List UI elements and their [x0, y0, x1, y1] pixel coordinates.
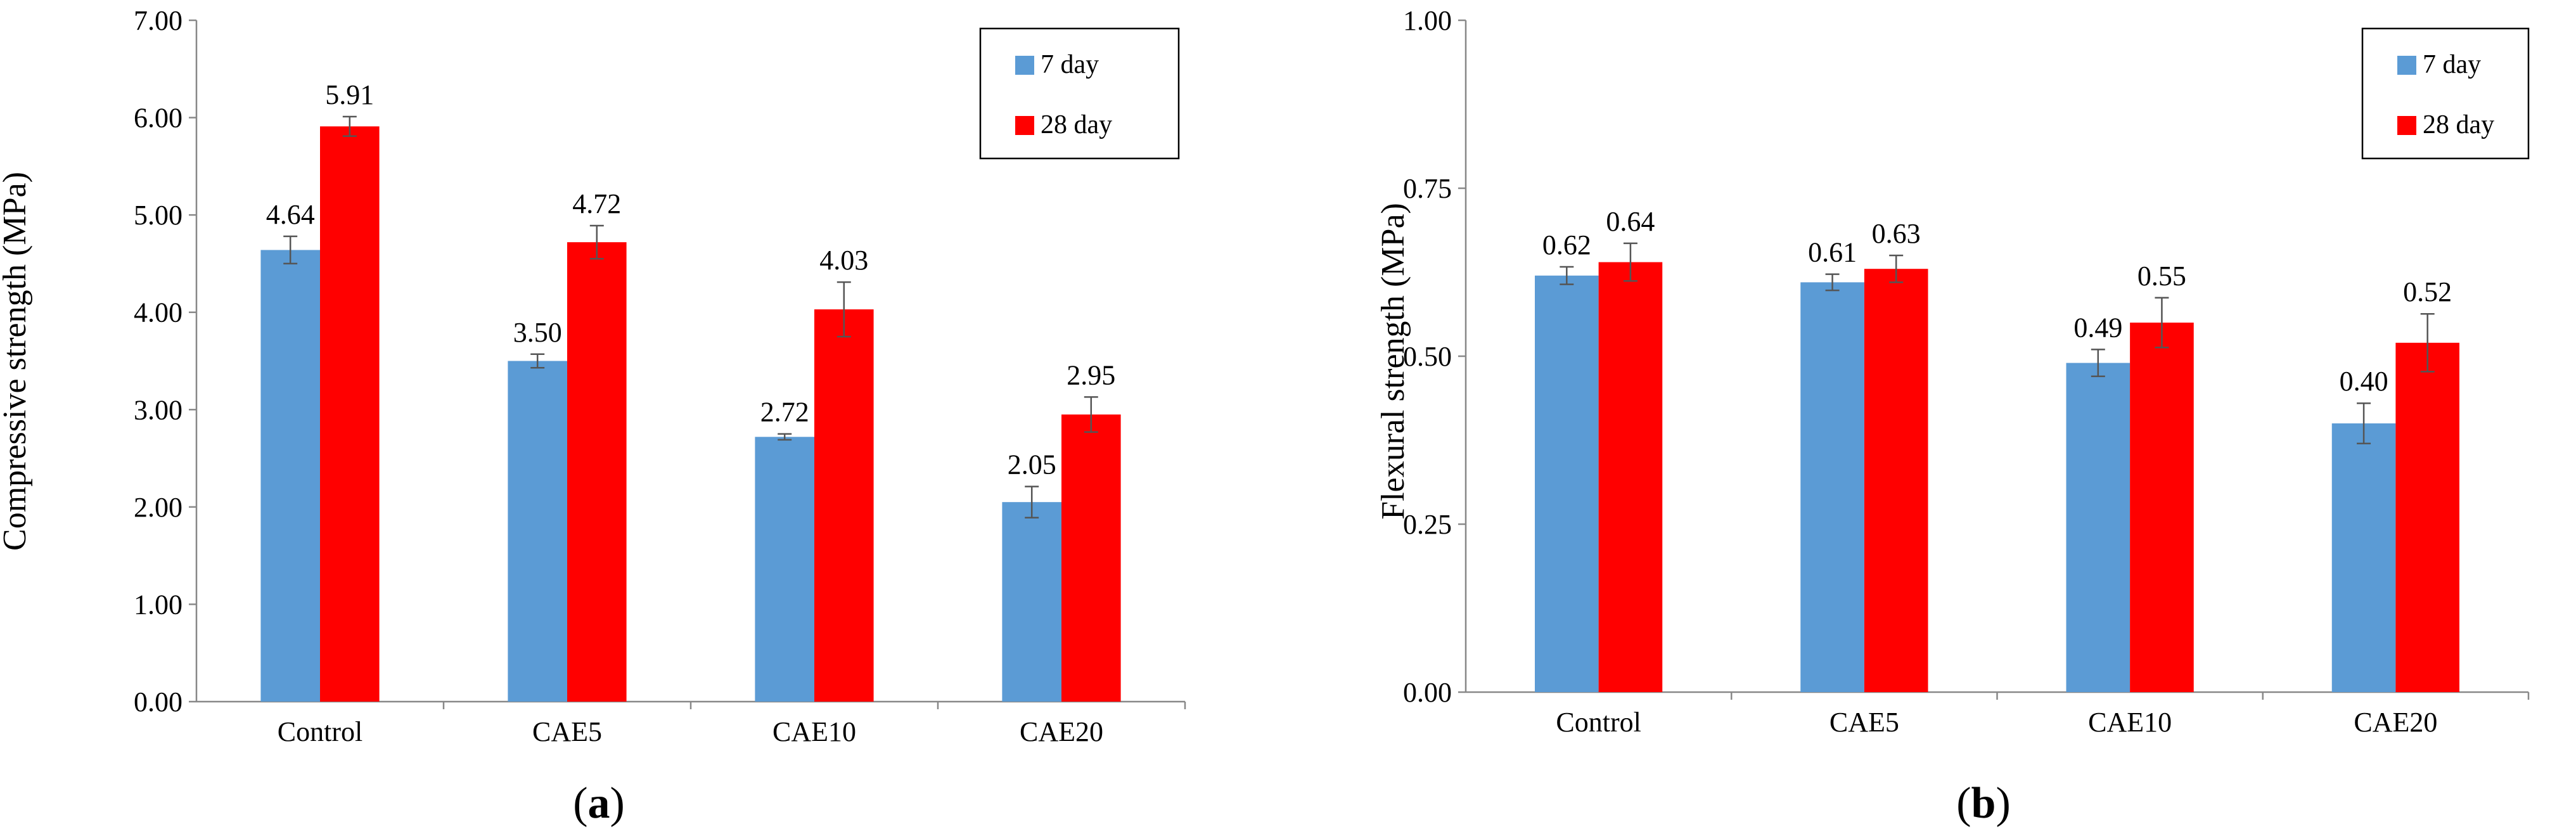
y-tick-label: 3.00	[134, 394, 183, 425]
bar-7-day-cae5	[1800, 282, 1864, 692]
bar-28-day-cae5	[1864, 269, 1928, 692]
data-label: 2.95	[1067, 359, 1115, 390]
bar-28-day-cae5	[567, 242, 627, 702]
x-tick-label: CAE5	[1829, 707, 1899, 738]
legend-label: 7 day	[1041, 50, 1099, 79]
y-tick-label: 5.00	[134, 200, 183, 231]
panel-caption: (b)	[1956, 779, 2011, 828]
legend-swatch-28-day	[2397, 116, 2416, 135]
data-label: 0.52	[2403, 276, 2452, 307]
x-tick-label: CAE20	[1020, 716, 1103, 747]
legend-label: 28 day	[1041, 110, 1112, 139]
y-axis-title: Flexural strength (MPa)	[1375, 203, 1411, 520]
chart-panel-a: 0.00 1.00 2.00 3.00 4.00 5.00 6.00 7.00 Compress…	[0, 5, 1186, 828]
bar-7-day-cae5	[508, 361, 567, 702]
y-tick-label: 2.00	[134, 492, 183, 523]
data-label: 0.62	[1542, 229, 1591, 260]
panel-caption: (a)	[573, 779, 625, 828]
data-label: 0.64	[1606, 206, 1655, 237]
x-tick-label: CAE20	[2354, 707, 2437, 738]
legend-label: 28 day	[2423, 110, 2494, 139]
panel-paren-close: )	[1996, 779, 2010, 828]
bar-7-day-cae20	[2331, 423, 2396, 692]
bar-7-day-control	[1535, 275, 1599, 692]
y-tick-label: 0.00	[1403, 677, 1452, 708]
data-label: 2.72	[760, 397, 809, 428]
data-label: 3.50	[513, 317, 562, 348]
x-tick-label: CAE10	[772, 716, 856, 747]
legend-label: 7 day	[2423, 50, 2481, 79]
bar-28-day-control	[320, 126, 380, 702]
bar-7-day-control	[260, 250, 320, 702]
data-label: 2.05	[1008, 449, 1056, 480]
legend-swatch-7-day	[1015, 56, 1034, 75]
legend-box	[979, 27, 1180, 160]
y-tick-label: 7.00	[134, 5, 183, 36]
chart-panel-b: 0.00 0.25 0.50 0.75 1.00 Flexural strength (M…	[1375, 5, 2530, 828]
data-label: 0.55	[2137, 260, 2186, 292]
legend-swatch-7-day	[2397, 56, 2416, 75]
data-label: 0.49	[2073, 312, 2122, 343]
data-label: 5.91	[325, 79, 374, 110]
data-label: 4.72	[572, 188, 621, 219]
data-label: 0.40	[2340, 366, 2388, 397]
x-tick-label: Control	[278, 716, 362, 747]
bar-28-day-cae20	[1061, 414, 1121, 702]
x-tick-label: CAE5	[532, 716, 602, 747]
data-label: 4.64	[266, 199, 315, 230]
bar-7-day-cae20	[1002, 502, 1061, 702]
bar-28-day-cae10	[814, 309, 874, 702]
y-tick-label: 1.00	[1403, 5, 1452, 36]
panel-letter: b	[1971, 779, 1996, 828]
y-tick-label: 0.75	[1403, 173, 1452, 204]
legend-box	[2361, 27, 2530, 160]
y-tick-label: 4.00	[134, 297, 183, 328]
y-axis-title: Compressive strength (MPa)	[0, 172, 33, 551]
panel-paren-close: )	[610, 779, 625, 828]
bar-28-day-cae10	[2130, 323, 2194, 692]
y-tick-label: 0.00	[134, 686, 183, 717]
x-tick-label: CAE10	[2088, 707, 2172, 738]
bar-28-day-cae20	[2395, 342, 2459, 692]
panel-paren-open: (	[1956, 779, 1971, 828]
bar-7-day-cae10	[755, 437, 814, 702]
panel-letter: a	[588, 779, 610, 828]
x-tick-label: Control	[1556, 707, 1641, 738]
legend-swatch-28-day	[1015, 116, 1034, 135]
bar-28-day-control	[1598, 262, 1663, 693]
data-label: 0.63	[1872, 218, 1921, 249]
y-tick-label: 1.00	[134, 589, 183, 620]
y-tick-label: 6.00	[134, 103, 183, 134]
y-tick-label: 0.50	[1403, 341, 1452, 372]
data-label: 4.03	[819, 245, 868, 276]
panel-paren-open: (	[573, 779, 587, 828]
data-label: 0.61	[1808, 237, 1857, 268]
y-tick-label: 0.25	[1403, 509, 1452, 540]
bar-7-day-cae10	[2066, 363, 2131, 692]
